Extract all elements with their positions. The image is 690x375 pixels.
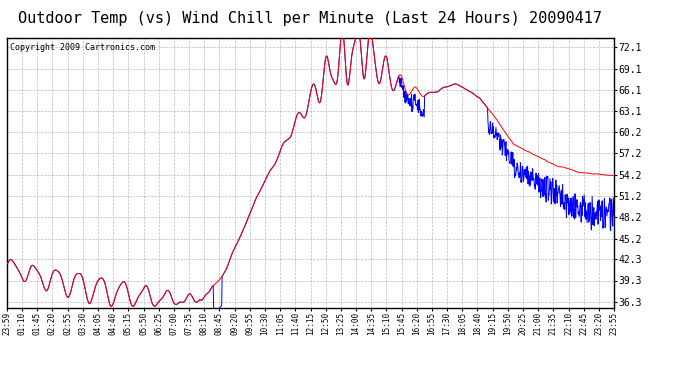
Text: Copyright 2009 Cartronics.com: Copyright 2009 Cartronics.com [10, 43, 155, 52]
Text: Outdoor Temp (vs) Wind Chill per Minute (Last 24 Hours) 20090417: Outdoor Temp (vs) Wind Chill per Minute … [19, 11, 602, 26]
